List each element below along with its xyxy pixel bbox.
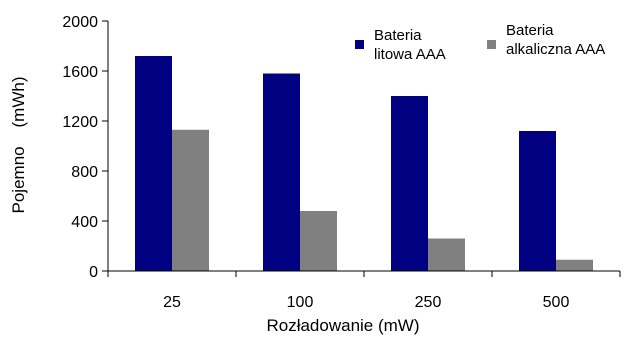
x-tick-label: 250 (415, 294, 442, 311)
legend-label: alkaliczna AAA (506, 41, 605, 58)
legend-label: Bateria (374, 27, 422, 44)
y-tick-label: 1600 (62, 64, 98, 81)
bar-lithium (135, 56, 172, 271)
bar-lithium (263, 73, 300, 271)
x-tick-label: 25 (163, 294, 181, 311)
legend-label: Bateria (506, 22, 554, 39)
y-ticks: 0 400 800 1200 1600 2000 (62, 14, 108, 281)
legend-swatch-lithium (355, 40, 364, 49)
x-tick-label: 500 (543, 294, 570, 311)
x-axis-title: Rozładowanie (mW) (266, 316, 419, 335)
bar-alkaline (172, 129, 209, 271)
y-axis-title: Pojemno (mWh) (9, 77, 28, 214)
bar-alkaline (300, 211, 337, 271)
bar-lithium (519, 131, 556, 271)
legend: Bateria litowa AAA Bateria alkaliczna AAA (355, 22, 605, 63)
bar-alkaline (428, 238, 465, 271)
x-ticks: 25 100 250 500 (107, 271, 621, 311)
bars-group (135, 56, 593, 271)
y-tick-label: 800 (71, 164, 98, 181)
x-tick-label: 100 (287, 294, 314, 311)
y-tick-label: 0 (89, 264, 98, 281)
legend-swatch-alkaline (487, 40, 496, 49)
y-tick-label: 2000 (62, 14, 98, 31)
legend-label: litowa AAA (374, 46, 446, 63)
bar-alkaline (556, 259, 593, 271)
y-tick-label: 1200 (62, 114, 98, 131)
y-tick-label: 400 (71, 214, 98, 231)
bar-lithium (391, 96, 428, 271)
